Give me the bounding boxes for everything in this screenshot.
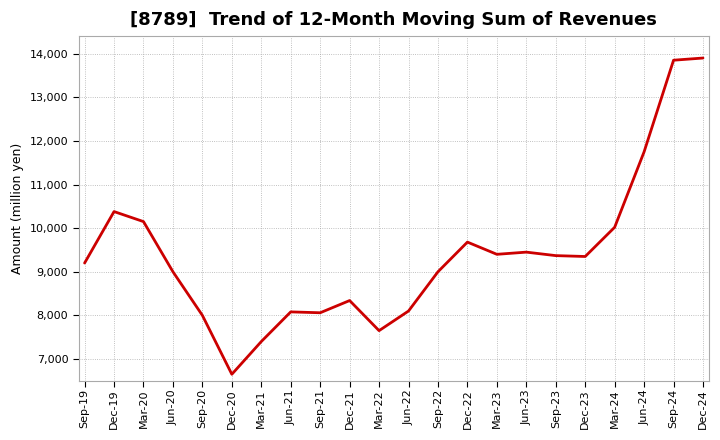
Y-axis label: Amount (million yen): Amount (million yen) xyxy=(11,143,24,274)
Title: [8789]  Trend of 12-Month Moving Sum of Revenues: [8789] Trend of 12-Month Moving Sum of R… xyxy=(130,11,657,29)
